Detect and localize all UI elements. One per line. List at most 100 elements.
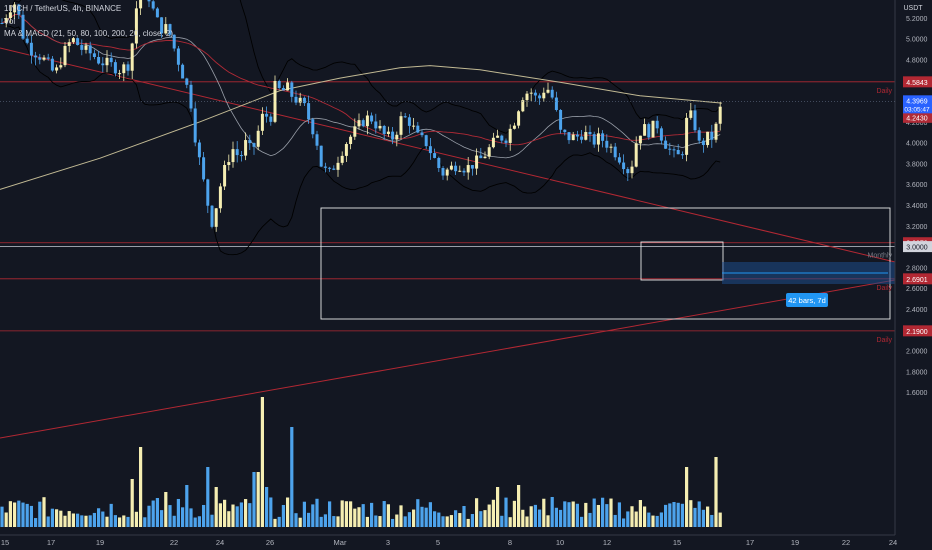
volume-bar bbox=[441, 516, 445, 527]
volume-bar bbox=[42, 497, 46, 527]
candle-body bbox=[407, 117, 411, 126]
candle-body bbox=[680, 154, 684, 156]
candle-body bbox=[13, 4, 17, 13]
volume-bar bbox=[244, 499, 248, 527]
volume-bar bbox=[546, 515, 550, 527]
ma-price-text: 4.2430 bbox=[906, 115, 928, 122]
moving-averages bbox=[0, 0, 723, 256]
volume-bar bbox=[256, 472, 260, 527]
candle-body bbox=[559, 109, 563, 130]
candle-body bbox=[76, 38, 80, 46]
candle-body bbox=[97, 56, 101, 64]
candle-body bbox=[588, 132, 592, 135]
volume-bar bbox=[613, 514, 617, 527]
candle-body bbox=[122, 64, 126, 74]
time-tick-label: 5 bbox=[436, 538, 440, 547]
candle-body bbox=[441, 168, 445, 176]
candle-body bbox=[42, 57, 46, 60]
volume-bar bbox=[575, 503, 579, 527]
candle-body bbox=[668, 148, 672, 150]
volume-bar bbox=[420, 506, 424, 527]
candle-body bbox=[8, 12, 12, 19]
volume-bar bbox=[231, 504, 235, 527]
time-tick-label: 22 bbox=[170, 538, 178, 547]
candle-body bbox=[613, 146, 617, 158]
candle-body bbox=[672, 149, 676, 151]
candle-body bbox=[206, 179, 210, 206]
volume-bar bbox=[533, 504, 537, 527]
time-tick-label: 10 bbox=[556, 538, 564, 547]
volume-bar bbox=[88, 515, 92, 527]
volume-bar bbox=[298, 517, 302, 527]
price-tick-label: 3.8000 bbox=[906, 161, 928, 168]
volume-bar bbox=[349, 501, 353, 527]
candle-body bbox=[517, 111, 521, 126]
candle-body bbox=[416, 125, 420, 133]
candle-body bbox=[151, 1, 155, 9]
candle-body bbox=[294, 96, 298, 103]
price-tick-label: 5.4000 bbox=[906, 0, 928, 2]
volume-bar bbox=[113, 515, 117, 527]
candle-body bbox=[323, 166, 327, 168]
candle-body bbox=[168, 24, 172, 35]
volume-bar bbox=[319, 516, 323, 527]
candle-body bbox=[458, 170, 462, 172]
candle-body bbox=[281, 87, 285, 91]
volume-bar bbox=[4, 512, 8, 527]
candle-body bbox=[651, 120, 655, 138]
volume-bar bbox=[609, 498, 613, 527]
volume-bar bbox=[445, 516, 449, 527]
volume-bar bbox=[223, 499, 227, 527]
candle-body bbox=[265, 113, 269, 117]
volume-bar bbox=[508, 517, 512, 527]
volume-bar bbox=[714, 457, 718, 527]
price-tick-label: 2.6000 bbox=[906, 286, 928, 293]
countdown-text: 03:05:47 bbox=[904, 106, 930, 113]
trend-lines bbox=[0, 47, 896, 439]
volume-bar bbox=[34, 518, 38, 527]
volume-bar bbox=[38, 501, 42, 527]
candle-body bbox=[601, 133, 605, 141]
candle-body bbox=[239, 155, 243, 157]
candle-body bbox=[126, 64, 130, 71]
volume-bar bbox=[126, 516, 130, 527]
candle-body bbox=[38, 57, 42, 60]
volume-bar bbox=[630, 506, 634, 527]
candle-body bbox=[685, 117, 689, 155]
volume-bar bbox=[286, 497, 290, 527]
candle-body bbox=[273, 81, 277, 122]
candle-body bbox=[365, 115, 369, 127]
volume-bar bbox=[634, 511, 638, 527]
measure-badge bbox=[786, 293, 828, 307]
descending-trendline bbox=[0, 47, 896, 263]
volume-bar bbox=[197, 516, 201, 527]
price-tick-label: 2.8000 bbox=[906, 265, 928, 272]
volume-bar bbox=[248, 503, 252, 527]
price-tick-label: 3.6000 bbox=[906, 182, 928, 189]
volume-bar bbox=[571, 501, 575, 527]
time-tick-label: 19 bbox=[96, 538, 104, 547]
volume-bar bbox=[685, 467, 689, 527]
candle-body bbox=[508, 128, 512, 143]
volume-bar bbox=[433, 511, 437, 527]
volume-bar bbox=[580, 516, 584, 527]
volume-bar bbox=[449, 515, 453, 527]
volume-bar bbox=[76, 513, 80, 527]
volume-bar bbox=[605, 504, 609, 527]
candle-body bbox=[349, 136, 353, 145]
volume-bar bbox=[109, 503, 113, 527]
volume-bar bbox=[210, 514, 214, 527]
candle-body bbox=[172, 34, 176, 49]
volume-bar bbox=[8, 501, 12, 527]
candle-body bbox=[256, 130, 260, 147]
candle-body bbox=[315, 134, 319, 146]
candle-body bbox=[202, 157, 206, 180]
candle-body bbox=[445, 169, 449, 176]
volume-bar bbox=[403, 516, 407, 527]
time-tick-label: 3 bbox=[386, 538, 390, 547]
candle-body bbox=[554, 97, 558, 110]
candle-body bbox=[109, 57, 113, 63]
candle-body bbox=[277, 81, 281, 88]
volume-pane bbox=[0, 397, 722, 527]
